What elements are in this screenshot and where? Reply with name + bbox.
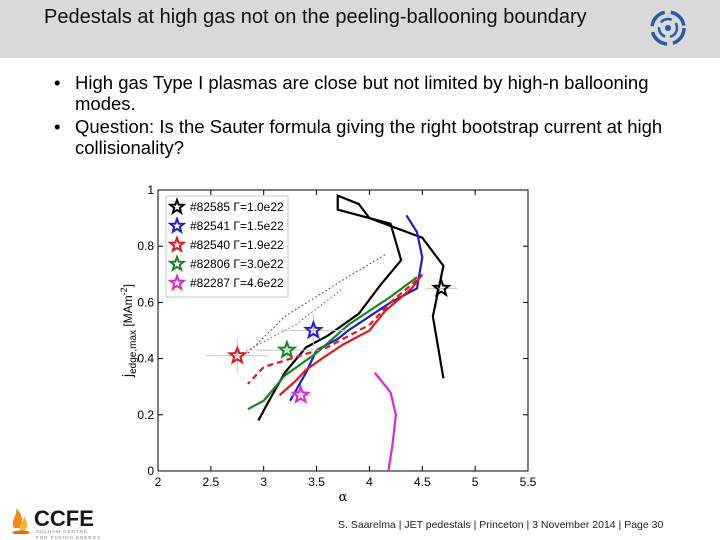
legend-star-marker	[167, 197, 187, 216]
x-tick-label: 2.5	[203, 475, 220, 489]
y-axis-label: jedge,max [MAm-2]	[119, 284, 139, 378]
stability-boundary-line	[247, 254, 386, 354]
ccfe-logo-letters: CCFE	[34, 506, 94, 531]
y-tick-label: 1	[147, 183, 154, 197]
bullet-dot: •	[54, 72, 61, 93]
y-tick-label: 0.4	[137, 352, 154, 366]
data-point-star	[226, 344, 248, 365]
jet-swirl-logo-icon	[650, 10, 686, 46]
x-tick-label: 2	[155, 475, 162, 489]
data-point-star	[290, 384, 311, 404]
x-tick-label: 3	[260, 475, 267, 489]
legend-star-marker	[167, 216, 187, 235]
legend-star-marker	[167, 254, 187, 273]
bullet-item: • Question: Is the Sauter formula giving …	[22, 116, 702, 158]
bullet-list: • High gas Type I plasmas are close but n…	[22, 72, 702, 160]
legend-star-marker	[167, 235, 187, 254]
slide-title: Pedestals at high gas not on the peeling…	[44, 6, 587, 28]
y-tick-label: 0.6	[137, 295, 154, 309]
slide-footer: S. Saarelma | JET pedestals | Princeton …	[338, 519, 664, 531]
bullet-text: Question: Is the Sauter formula giving t…	[75, 116, 663, 158]
y-tick-label: 0.2	[137, 408, 154, 422]
x-axis-label: α	[339, 490, 348, 505]
stability-boundary-line	[257, 193, 445, 421]
stability-boundary-line	[289, 214, 424, 402]
ccfe-flame-logo-icon: CCFE CULHAM CENTRE FOR FUSION ENERGY	[12, 506, 101, 540]
stability-boundary-line	[278, 273, 424, 396]
data-point-star	[303, 319, 324, 340]
stability-boundary-line	[247, 279, 418, 385]
legend-entry-label: #82287 Γ=4.6e22	[190, 276, 284, 290]
data-point-star	[276, 339, 298, 359]
bullet-dot: •	[54, 116, 61, 137]
x-tick-label: 5.5	[520, 475, 537, 489]
bullet-item: • High gas Type I plasmas are close but n…	[22, 72, 702, 114]
legend-entry-label: #82585 Γ=1.0e22	[190, 200, 284, 214]
stability-boundary-line	[373, 371, 397, 472]
x-tick-label: 3.5	[308, 475, 325, 489]
legend-star-marker	[167, 273, 187, 292]
legend-entry-label: #82541 Γ=1.5e22	[190, 219, 284, 233]
ccfe-logo-tagline: FOR FUSION ENERGY	[36, 535, 101, 540]
flame-icon	[12, 508, 30, 534]
x-tick-label: 4.5	[414, 475, 431, 489]
data-point-star	[431, 277, 452, 298]
legend-entry-label: #82540 Γ=1.9e22	[190, 238, 284, 252]
pedestal-chart: 2 2.5 3 3.5 4 4.5 5 5.5 0 0.2 0.4 0.6 0.8 1 α jedge,max…	[119, 183, 537, 505]
y-tick-label: 0	[147, 464, 154, 478]
stability-boundary-line	[247, 276, 418, 411]
legend-box	[165, 195, 289, 298]
x-tick-label: 5	[472, 475, 479, 489]
y-tick-label: 0.8	[137, 239, 154, 253]
ccfe-logo-tagline: CULHAM CENTRE	[36, 529, 88, 534]
bullet-text: High gas Type I plasmas are close but no…	[75, 72, 649, 114]
slide-header: Pedestals at high gas not on the peeling…	[0, 0, 720, 58]
legend-entry-label: #82806 Γ=3.0e22	[190, 257, 284, 271]
x-tick-label: 4	[366, 475, 373, 489]
